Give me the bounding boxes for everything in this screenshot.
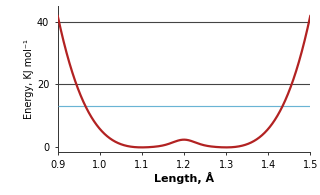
Y-axis label: Energy, KJ mol⁻¹: Energy, KJ mol⁻¹ bbox=[24, 39, 34, 119]
X-axis label: Length, Å: Length, Å bbox=[154, 172, 214, 184]
